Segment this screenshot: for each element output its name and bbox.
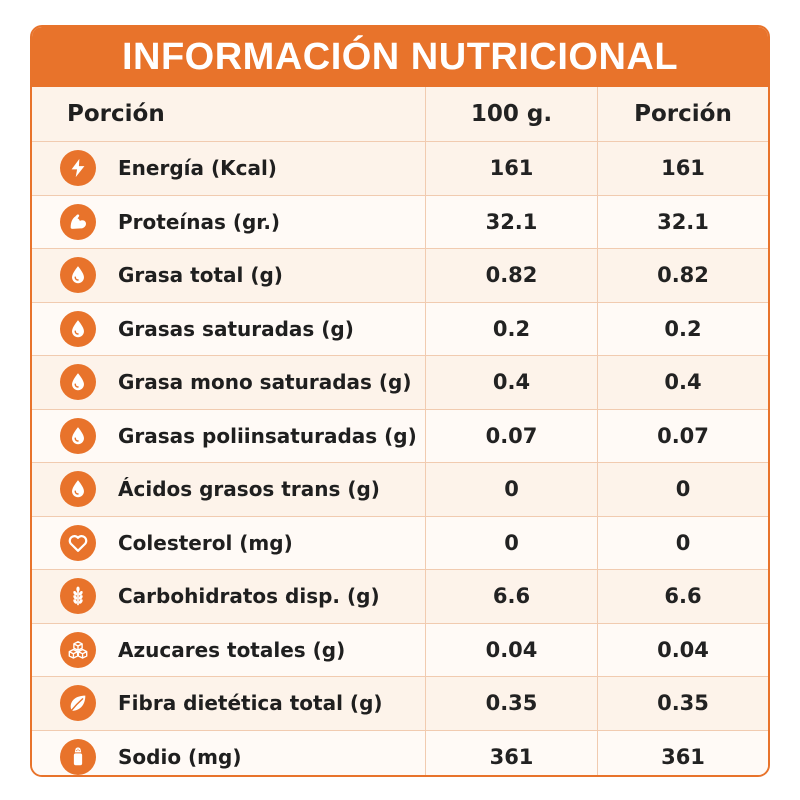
- nutrient-cell: Energía (Kcal): [32, 142, 425, 195]
- header-per-portion: Porción: [597, 87, 768, 141]
- nutrient-label: Fibra dietética total (g): [118, 691, 383, 716]
- value-per-portion: 0.82: [597, 249, 768, 302]
- nutrient-cell: Colesterol (mg): [32, 517, 425, 570]
- value-per-portion: 32.1: [597, 195, 768, 248]
- header-per-100g: 100 g.: [425, 87, 597, 141]
- nutrient-label: Azucares totales (g): [118, 637, 346, 662]
- table-body: Energía (Kcal) 161 161 Proteínas (gr.) 32.1 3…: [32, 141, 768, 776]
- header-portion-label: Porción: [67, 101, 165, 127]
- nutrient-label: Grasa mono saturadas (g): [118, 370, 412, 395]
- droplet-icon: [60, 417, 96, 454]
- value-per-100g: 161: [425, 142, 597, 195]
- value-per-100g: 0.07: [425, 409, 597, 462]
- droplet-icon: [60, 471, 96, 508]
- value-per-100g: 0.35: [425, 677, 597, 730]
- nutrient-cell: Carbohidratos disp. (g): [32, 570, 425, 623]
- value-per-portion: 0: [597, 463, 768, 516]
- nutrient-cell: Ácidos grasos trans (g): [32, 463, 425, 516]
- nutrition-card: INFORMACIÓN NUTRICIONAL Porción 100 g. P…: [30, 25, 770, 777]
- value-per-100g: 32.1: [425, 195, 597, 248]
- value-per-portion: 0.35: [597, 677, 768, 730]
- value-per-portion: 0.04: [597, 623, 768, 676]
- table-row: Grasa mono saturadas (g) 0.4 0.4: [32, 355, 768, 409]
- nutrient-cell: Sodio (mg): [32, 731, 425, 776]
- value-per-100g: 0: [425, 463, 597, 516]
- nutrient-label: Proteínas (gr.): [118, 209, 281, 234]
- table-row: Grasas saturadas (g) 0.2 0.2: [32, 301, 768, 356]
- nutrient-label: Sodio (mg): [118, 744, 242, 769]
- droplet-icon: [60, 364, 96, 401]
- lightning-icon: [60, 150, 96, 187]
- value-per-portion: 0.07: [597, 409, 768, 462]
- nutrient-label: Carbohidratos disp. (g): [118, 584, 380, 609]
- table-header: Porción 100 g. Porción: [32, 87, 768, 141]
- table-row: Proteínas (gr.) 32.1 32.1: [32, 194, 768, 249]
- nutrient-cell: Grasas poliinsaturadas (g): [32, 410, 425, 463]
- muscle-arm-icon: [60, 203, 96, 240]
- nutrient-cell: Grasa total (g): [32, 249, 425, 302]
- droplet-icon: [60, 257, 96, 294]
- table-row: Grasa total (g) 0.82 0.82: [32, 248, 768, 302]
- nutrient-label: Energía (Kcal): [118, 156, 277, 181]
- table-row: Energía (Kcal) 161 161: [32, 141, 768, 195]
- leaf-icon: [60, 685, 96, 722]
- nutrient-cell: Fibra dietética total (g): [32, 677, 425, 730]
- table-row: Sodio (mg) 361 361: [32, 729, 768, 776]
- table-row: Carbohidratos disp. (g) 6.6 6.6: [32, 569, 768, 623]
- nutrient-cell: Azucares totales (g): [32, 624, 425, 677]
- nutrient-label: Grasas saturadas (g): [118, 316, 354, 341]
- nutrient-cell: Grasas saturadas (g): [32, 303, 425, 356]
- value-per-100g: 0.2: [425, 302, 597, 355]
- nutrient-cell: Grasa mono saturadas (g): [32, 356, 425, 409]
- value-per-portion: 161: [597, 142, 768, 195]
- value-per-portion: 0.4: [597, 356, 768, 409]
- nutrient-label: Ácidos grasos trans (g): [118, 477, 380, 502]
- nutrient-label: Grasa total (g): [118, 263, 283, 288]
- value-per-portion: 0: [597, 516, 768, 569]
- value-per-100g: 0.4: [425, 356, 597, 409]
- value-per-100g: 0.04: [425, 623, 597, 676]
- table-row: Azucares totales (g) 0.04 0.04: [32, 622, 768, 677]
- droplet-icon: [60, 310, 96, 347]
- heart-icon: [60, 524, 96, 561]
- table-row: Ácidos grasos trans (g) 0 0: [32, 462, 768, 516]
- nutrient-cell: Proteínas (gr.): [32, 196, 425, 249]
- sugar-cubes-icon: [60, 631, 96, 668]
- value-per-100g: 0: [425, 516, 597, 569]
- title-banner: INFORMACIÓN NUTRICIONAL: [32, 27, 768, 87]
- wheat-icon: [60, 578, 96, 615]
- table-row: Colesterol (mg) 0 0: [32, 515, 768, 570]
- table-row: Grasas poliinsaturadas (g) 0.07 0.07: [32, 408, 768, 463]
- salt-shaker-icon: [60, 738, 96, 775]
- value-per-100g: 361: [425, 730, 597, 775]
- nutrition-table: Porción 100 g. Porción Energía (Kcal) 161…: [32, 87, 768, 776]
- nutrient-label: Grasas poliinsaturadas (g): [118, 423, 417, 448]
- value-per-100g: 6.6: [425, 570, 597, 623]
- value-per-portion: 6.6: [597, 570, 768, 623]
- table-row: Fibra dietética total (g) 0.35 0.35: [32, 676, 768, 730]
- page-title: INFORMACIÓN NUTRICIONAL: [121, 35, 679, 78]
- value-per-portion: 361: [597, 730, 768, 775]
- value-per-portion: 0.2: [597, 302, 768, 355]
- value-per-100g: 0.82: [425, 249, 597, 302]
- nutrient-label: Colesterol (mg): [118, 530, 293, 555]
